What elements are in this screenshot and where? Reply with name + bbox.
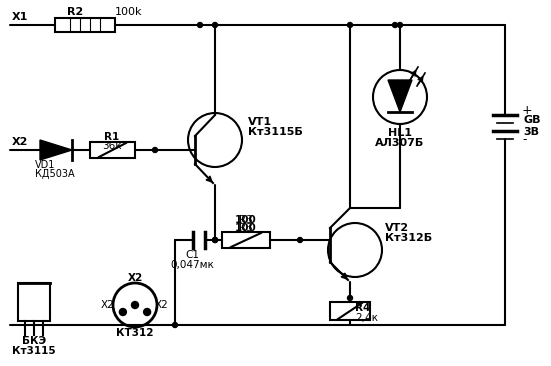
Bar [330, 302, 370, 320]
Text: R4: R4 [355, 303, 370, 313]
Text: VT1: VT1 [248, 117, 272, 127]
Text: C1: C1 [185, 250, 199, 260]
Text: +: + [522, 104, 533, 116]
Text: -: - [522, 134, 527, 146]
Text: Кт312Б: Кт312Б [385, 233, 432, 243]
Text: GB: GB [523, 115, 541, 125]
Bar [222, 232, 270, 248]
Circle shape [348, 295, 353, 300]
Text: 100: 100 [235, 215, 257, 225]
Polygon shape [388, 80, 412, 112]
Text: X2: X2 [127, 273, 143, 283]
Circle shape [132, 302, 138, 309]
Text: АЛ307Б: АЛ307Б [375, 138, 425, 148]
Circle shape [392, 22, 397, 27]
Circle shape [188, 113, 242, 167]
Text: 100: 100 [235, 223, 257, 233]
Text: R3: R3 [239, 223, 253, 233]
Circle shape [120, 309, 126, 315]
Bar [55, 18, 115, 32]
Circle shape [298, 238, 302, 243]
Bar [18, 283, 50, 321]
Text: 36к: 36к [102, 141, 122, 151]
Text: X2: X2 [155, 300, 169, 310]
Text: 0,047мк: 0,047мк [170, 260, 214, 270]
Text: БКЭ: БКЭ [22, 336, 46, 346]
Text: 100k: 100k [115, 7, 143, 17]
Text: X2: X2 [12, 137, 28, 147]
Circle shape [213, 238, 218, 243]
Text: R2: R2 [67, 7, 83, 17]
Circle shape [144, 309, 150, 315]
Text: HL1: HL1 [388, 128, 412, 138]
Text: КТ312: КТ312 [116, 328, 154, 338]
Text: VD1: VD1 [35, 160, 55, 170]
Text: 2,4к: 2,4к [355, 313, 378, 323]
Text: VT2: VT2 [385, 223, 409, 233]
Circle shape [197, 22, 203, 27]
Bar [90, 142, 135, 158]
Circle shape [348, 22, 353, 27]
Circle shape [397, 22, 402, 27]
Text: X2: X2 [101, 300, 115, 310]
Text: Кт3115Б: Кт3115Б [248, 127, 302, 137]
Text: X1: X1 [12, 12, 28, 22]
Circle shape [373, 70, 427, 124]
Circle shape [153, 147, 158, 153]
Circle shape [213, 238, 218, 243]
Text: R3: R3 [239, 215, 253, 225]
Circle shape [328, 223, 382, 277]
Circle shape [213, 22, 218, 27]
Text: Кт3115: Кт3115 [12, 346, 56, 356]
Circle shape [113, 283, 157, 327]
Text: КД503А: КД503А [35, 169, 74, 179]
Polygon shape [40, 140, 72, 160]
Text: 3В: 3В [523, 127, 539, 137]
Circle shape [172, 322, 177, 328]
Text: R1: R1 [104, 132, 120, 142]
